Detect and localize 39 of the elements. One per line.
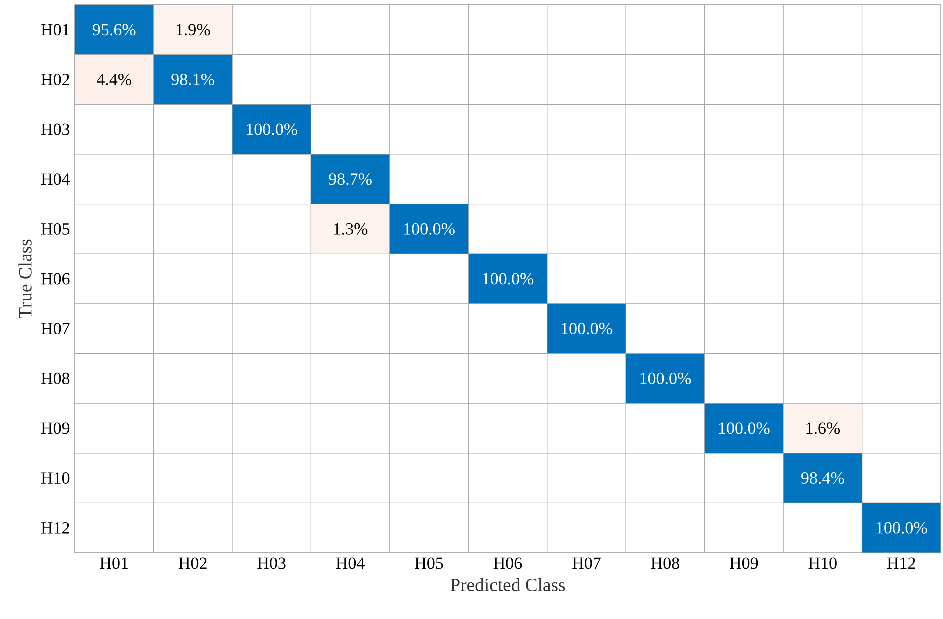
- data-label: 1.9%: [176, 24, 210, 36]
- data-label: 100.0%: [562, 323, 612, 335]
- y-tick-label: H09: [41, 422, 70, 434]
- data-label: 98.7%: [329, 174, 372, 186]
- y-tick-label: H01: [41, 24, 70, 36]
- data-label: 100.0%: [719, 422, 770, 434]
- y-tick-label: H12: [41, 522, 70, 534]
- x-tick-label: H02: [178, 558, 207, 570]
- data-label: 100.0%: [640, 372, 692, 384]
- x-tick-label: H06: [494, 558, 522, 570]
- y-tick-label: H03: [41, 124, 70, 136]
- x-tick-label: H01: [100, 558, 128, 570]
- x-tick-label: H10: [808, 558, 837, 570]
- x-axis-title: Predicted Class: [450, 578, 566, 592]
- x-tick-label: H08: [651, 558, 680, 570]
- y-tick-label: H05: [41, 223, 70, 235]
- data-label: 1.6%: [806, 422, 840, 434]
- data-label: 98.4%: [802, 472, 844, 484]
- y-tick-label: H10: [41, 472, 70, 484]
- data-label: 100.0%: [876, 522, 928, 534]
- x-tick-label: H12: [887, 558, 916, 569]
- y-tick-label: H07: [41, 323, 70, 335]
- x-tick-label: H07: [572, 558, 601, 570]
- data-label: 95.6%: [92, 24, 136, 36]
- data-label: 100.0%: [483, 273, 534, 285]
- y-tick-label: H04: [41, 174, 70, 186]
- x-tick-label: H04: [336, 558, 365, 570]
- data-label: 100.0%: [247, 124, 298, 136]
- x-tick-label: H03: [258, 558, 286, 570]
- data-label: 4.4%: [96, 74, 132, 86]
- data-label: 1.3%: [334, 223, 368, 235]
- y-tick-label: H06: [41, 273, 70, 285]
- data-label: 98.1%: [172, 74, 214, 86]
- x-tick-label: H09: [730, 558, 758, 570]
- y-tick-label: H02: [41, 74, 70, 86]
- x-tick-label: H05: [415, 558, 444, 570]
- y-tick-label: H08: [41, 372, 70, 384]
- y-axis-title: True Class: [18, 240, 32, 319]
- data-label: 100.0%: [404, 223, 455, 235]
